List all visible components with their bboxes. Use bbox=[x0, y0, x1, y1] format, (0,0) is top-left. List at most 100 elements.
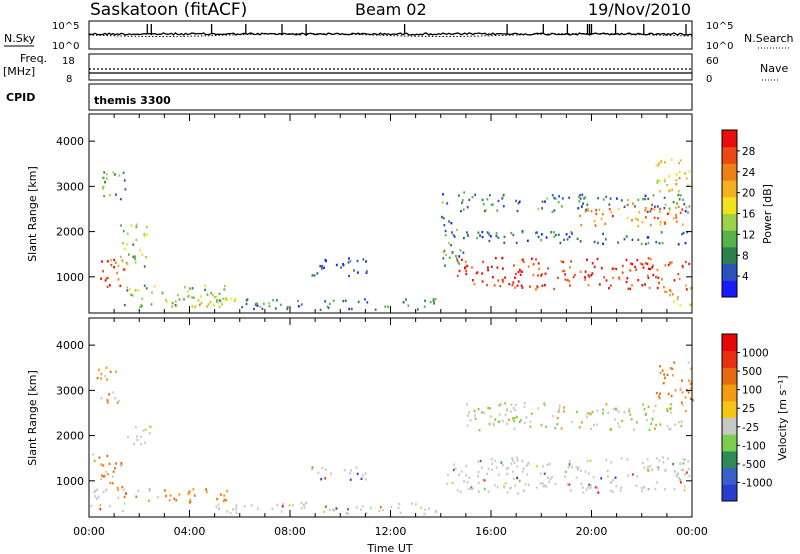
echo-cell bbox=[668, 210, 671, 213]
echo-cell bbox=[677, 472, 679, 475]
echo-cell bbox=[560, 260, 563, 263]
colorbar-tick-label: -1000 bbox=[742, 477, 773, 489]
echo-cell bbox=[523, 467, 525, 470]
colorbar-tick-label: 16 bbox=[742, 209, 756, 221]
echo-cell bbox=[302, 503, 305, 507]
echo-cell bbox=[656, 465, 659, 469]
echo-cell bbox=[643, 408, 646, 411]
echo-cell bbox=[217, 507, 220, 511]
echo-cell bbox=[509, 410, 512, 413]
echo-cell bbox=[607, 411, 610, 415]
echo-cell bbox=[685, 288, 688, 291]
echo-cell bbox=[144, 441, 146, 444]
echo-cell bbox=[361, 505, 364, 508]
echo-cell bbox=[205, 490, 208, 494]
echo-cell bbox=[192, 488, 195, 491]
echo-cell bbox=[659, 207, 662, 211]
echo-cell bbox=[519, 273, 522, 276]
echo-cell bbox=[654, 205, 656, 208]
echo-cell bbox=[149, 425, 152, 428]
echo-cell bbox=[541, 207, 543, 210]
echo-cell bbox=[600, 217, 603, 221]
echo-cell bbox=[675, 473, 678, 477]
colorbar-tick-label: 12 bbox=[742, 229, 755, 241]
echo-cell bbox=[175, 499, 178, 502]
echo-cell bbox=[518, 420, 521, 424]
echo-cell bbox=[507, 466, 509, 469]
colorbar-swatch bbox=[722, 246, 737, 265]
echo-cell bbox=[467, 487, 470, 491]
echo-cell bbox=[570, 260, 572, 263]
echo-cell bbox=[387, 305, 389, 308]
beam-title: Beam 02 bbox=[355, 0, 427, 19]
y-tick-label: 2000 bbox=[56, 226, 84, 239]
echo-cell bbox=[611, 214, 614, 218]
echo-cell bbox=[596, 423, 598, 426]
echo-cell bbox=[550, 231, 553, 234]
echo-cell bbox=[604, 238, 607, 241]
nsky-line bbox=[88, 24, 693, 37]
echo-cell bbox=[514, 484, 517, 487]
echo-cell bbox=[604, 222, 607, 225]
echo-cell bbox=[446, 202, 449, 205]
echo-cell bbox=[621, 264, 624, 268]
echo-cell bbox=[102, 491, 105, 494]
echo-cell bbox=[366, 301, 369, 304]
echo-cell bbox=[667, 457, 669, 460]
echo-cell bbox=[677, 193, 680, 197]
echo-cell bbox=[623, 238, 626, 241]
echo-cell bbox=[494, 483, 497, 487]
echo-cell bbox=[658, 179, 661, 182]
echo-cell bbox=[200, 295, 202, 298]
echo-cell bbox=[398, 502, 401, 506]
echo-cell bbox=[448, 242, 450, 245]
echo-cell bbox=[428, 507, 430, 510]
echo-cell bbox=[461, 258, 463, 262]
echo-cell bbox=[174, 304, 177, 307]
velocity-echo-cells bbox=[90, 361, 694, 516]
echo-cell bbox=[662, 456, 664, 459]
echo-cell bbox=[511, 417, 514, 420]
echo-cell bbox=[246, 298, 249, 301]
echo-cell bbox=[677, 243, 680, 246]
echo-cell bbox=[677, 272, 680, 276]
echo-cell bbox=[187, 492, 190, 495]
echo-cell bbox=[647, 405, 650, 408]
echo-cell bbox=[141, 297, 144, 300]
echo-cell bbox=[103, 171, 106, 174]
nave-tick-top: 60 bbox=[706, 56, 719, 67]
echo-cell bbox=[679, 462, 681, 465]
echo-cell bbox=[683, 488, 686, 492]
echo-cell bbox=[490, 203, 493, 207]
echo-cell bbox=[688, 379, 690, 382]
echo-cell bbox=[512, 281, 515, 284]
echo-cell bbox=[579, 214, 581, 217]
echo-cell bbox=[472, 279, 474, 282]
echo-cell bbox=[545, 425, 548, 428]
echo-cell bbox=[460, 470, 463, 473]
echo-cell bbox=[116, 486, 119, 490]
echo-cell bbox=[135, 238, 138, 242]
echo-cell bbox=[122, 242, 124, 245]
echo-cell bbox=[605, 195, 608, 198]
echo-cell bbox=[342, 299, 345, 303]
echo-region bbox=[123, 284, 227, 309]
echo-cell bbox=[510, 403, 513, 406]
echo-region bbox=[90, 488, 127, 513]
echo-cell bbox=[255, 302, 258, 305]
echo-cell bbox=[115, 370, 117, 373]
echo-cell bbox=[333, 509, 336, 512]
echo-cell bbox=[631, 473, 634, 476]
echo-cell bbox=[467, 234, 469, 237]
echo-cell bbox=[109, 370, 112, 374]
echo-cell bbox=[92, 453, 94, 456]
echo-region bbox=[663, 284, 693, 307]
echo-cell bbox=[651, 203, 653, 206]
echo-cell bbox=[569, 460, 571, 463]
echo-cell bbox=[262, 302, 265, 305]
echo-cell bbox=[568, 483, 571, 486]
echo-cell bbox=[102, 185, 105, 188]
echo-cell bbox=[679, 478, 682, 482]
colorbar-tick-label: 500 bbox=[742, 366, 762, 378]
echo-cell bbox=[647, 465, 649, 469]
